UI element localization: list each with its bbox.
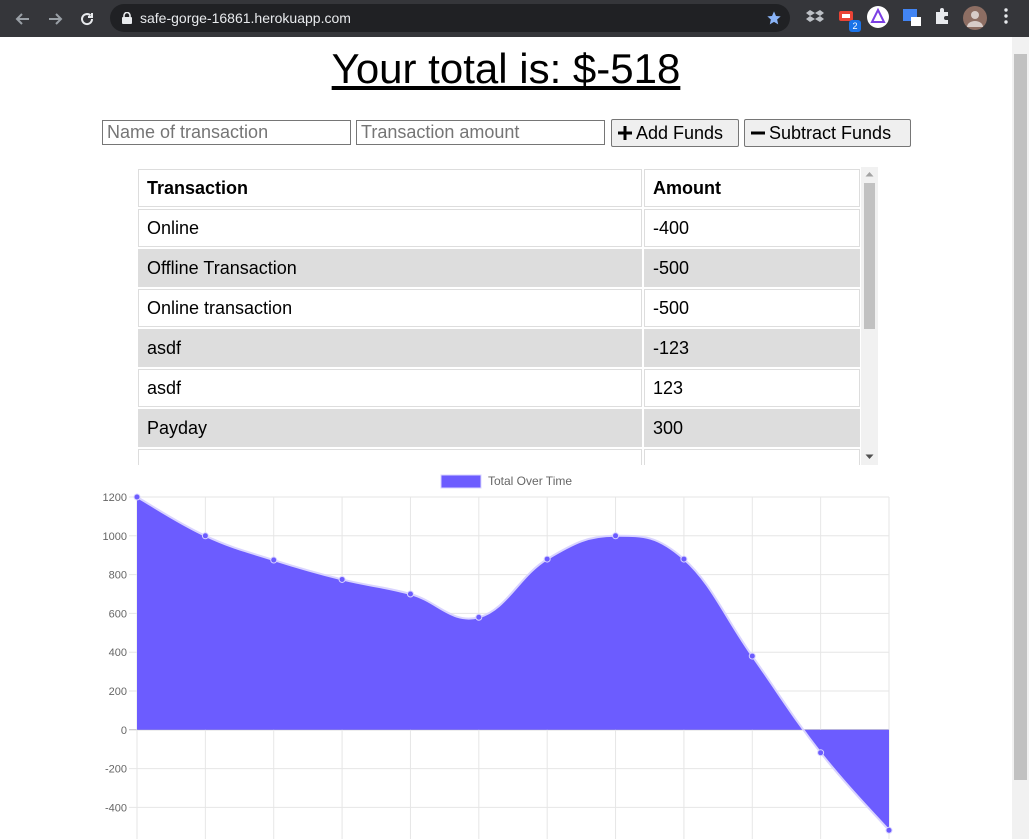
profile-avatar[interactable] <box>963 6 987 35</box>
add-funds-label: Add Funds <box>636 122 724 143</box>
transaction-name: Online <box>138 209 642 247</box>
table-row: Offline Transaction -500 <box>138 249 860 287</box>
data-point <box>817 749 825 757</box>
data-point <box>885 826 893 834</box>
y-tick-label: 1000 <box>103 531 127 543</box>
data-point <box>680 555 688 563</box>
data-point <box>406 590 414 598</box>
subtract-funds-label: Subtract Funds <box>769 122 892 143</box>
transaction-name-input[interactable] <box>102 120 351 145</box>
table-row: asdf -123 <box>138 329 860 367</box>
table-row: Payday 300 <box>138 409 860 447</box>
page-scrollbar[interactable] <box>1012 37 1029 839</box>
transaction-name: Payday <box>138 409 642 447</box>
page-title: Your total is: $-518 <box>331 45 681 92</box>
forward-icon[interactable] <box>40 4 70 34</box>
data-point <box>338 575 346 583</box>
transaction-amount: -400 <box>644 209 860 247</box>
table-row <box>138 449 860 465</box>
table-header-row: Transaction Amount <box>138 169 860 207</box>
reload-icon[interactable] <box>72 4 102 34</box>
transaction-amount: -123 <box>644 329 860 367</box>
data-point <box>748 652 756 660</box>
transaction-amount <box>644 449 860 465</box>
lock-icon <box>122 12 132 24</box>
table-row: Online -400 <box>138 209 860 247</box>
y-tick-label: -400 <box>105 802 127 814</box>
extension-window-icon[interactable] <box>902 7 922 32</box>
extensions-puzzle-icon[interactable] <box>933 7 951 30</box>
total-over-time-chart: 1200 1000 800 600 400 200 0 -200 -400 Total Over … <box>103 474 893 839</box>
add-funds-button[interactable]: Add Funds <box>611 119 739 147</box>
y-tick-label: 400 <box>109 647 127 659</box>
transaction-name: Online transaction <box>138 289 642 327</box>
data-point <box>133 493 141 501</box>
scroll-down-arrow-icon[interactable] <box>865 454 874 460</box>
transaction-amount: 123 <box>644 369 860 407</box>
page-scrollbar-thumb[interactable] <box>1014 54 1027 780</box>
data-point <box>201 532 209 540</box>
transaction-amount: 300 <box>644 409 860 447</box>
y-tick-label: -200 <box>105 764 127 776</box>
transaction-name: asdf <box>138 369 642 407</box>
y-tick-label: 0 <box>121 725 127 737</box>
menu-kebab-icon[interactable] <box>1000 7 1012 30</box>
minus-icon <box>751 126 765 140</box>
table-scrollbar-thumb[interactable] <box>864 183 875 329</box>
legend-swatch <box>440 474 482 489</box>
header-amount: Amount <box>644 169 860 207</box>
transaction-amount: -500 <box>644 289 860 327</box>
transaction-amount-input[interactable] <box>356 120 605 145</box>
transaction-name <box>138 449 642 465</box>
address-bar[interactable]: safe-gorge-16861.herokuapp.com <box>110 4 790 32</box>
legend-label: Total Over Time <box>488 474 572 488</box>
y-tick-label: 800 <box>109 570 127 582</box>
transaction-name: Offline Transaction <box>138 249 642 287</box>
y-tick-label: 1200 <box>103 492 127 504</box>
table-row: Online transaction -500 <box>138 289 860 327</box>
transaction-amount: -500 <box>644 249 860 287</box>
transactions-table: Transaction Amount Online -400 Offline T… <box>136 167 862 465</box>
table-row: asdf 123 <box>138 369 860 407</box>
data-point <box>543 555 551 563</box>
data-point <box>270 556 278 564</box>
y-tick-label: 200 <box>109 686 127 698</box>
bookmark-star-icon[interactable] <box>766 10 782 31</box>
plus-icon <box>618 126 632 140</box>
data-point <box>612 532 620 540</box>
extension-badge: 2 <box>849 20 861 32</box>
y-tick-label: 600 <box>109 608 127 620</box>
url-text: safe-gorge-16861.herokuapp.com <box>140 10 351 26</box>
header-transaction: Transaction <box>138 169 642 207</box>
dropbox-icon[interactable] <box>806 7 824 30</box>
table-scrollbar[interactable] <box>861 167 878 465</box>
subtract-funds-button[interactable]: Subtract Funds <box>744 119 911 147</box>
extension-triangle-icon[interactable] <box>867 6 889 33</box>
extension-mail-icon[interactable] <box>838 7 856 30</box>
scroll-up-arrow-icon[interactable] <box>865 171 874 177</box>
back-icon[interactable] <box>8 4 38 34</box>
transaction-name: asdf <box>138 329 642 367</box>
series-area <box>137 497 889 831</box>
transactions-table-container: Transaction Amount Online -400 Offline T… <box>136 167 878 465</box>
data-point <box>475 613 483 621</box>
